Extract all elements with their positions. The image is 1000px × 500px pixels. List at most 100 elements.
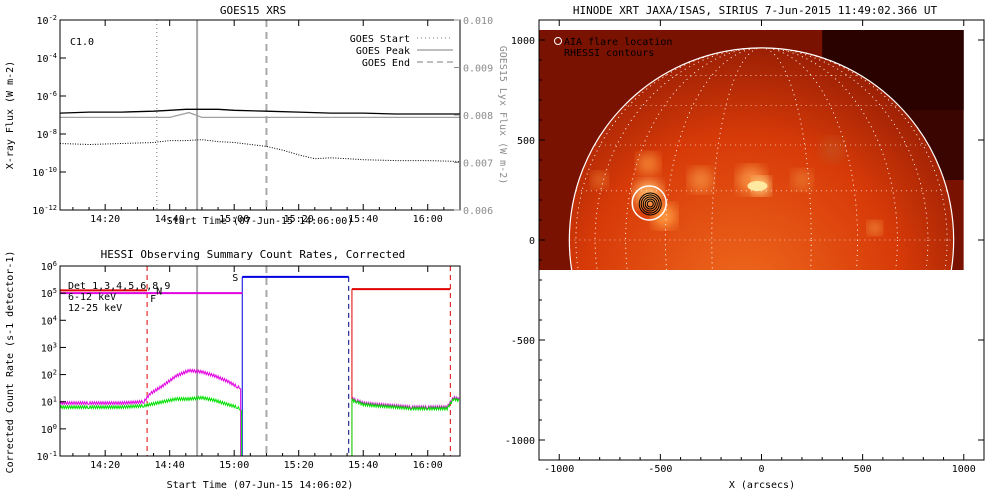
goes-y2tick-label: 0.009 [463, 64, 493, 75]
xrt-xtick-label: -1000 [544, 464, 574, 475]
hessi-panel: HESSI Observing Summary Count Rates, Cor… [5, 248, 461, 491]
xrt-panel: HINODE XRT JAXA/ISAS, SIRIUS 7-Jun-2015 … [505, 4, 985, 491]
hessi-xtick-label: 15:20 [284, 460, 314, 471]
xrt-xlabel: X (arcsecs) [729, 480, 795, 491]
hessi-ytick-label-exp: 1 [53, 396, 57, 404]
goes-ytick-label-exp: -10 [44, 166, 57, 174]
hessi-flag-s: S [232, 273, 238, 284]
xrt-ytick-label: -500 [511, 336, 535, 347]
goes-xtick-label: 14:20 [90, 214, 120, 225]
hessi-ytick-label: 102 [41, 369, 57, 382]
hessi-title: HESSI Observing Summary Count Rates, Cor… [101, 248, 406, 261]
hessi-ytick-label: 106 [41, 260, 57, 273]
xrt-legend-marker [554, 37, 562, 45]
xrt-legend-label: AIA flare location [564, 37, 672, 48]
hessi-series-3 [351, 396, 460, 412]
goes-ytick-label: 10-2 [37, 14, 57, 27]
xrt-ytick-label: -1000 [505, 436, 535, 447]
rhessi-contour [640, 194, 660, 214]
goes-ytick-label-exp: -4 [49, 52, 57, 60]
hessi-ytick-label-exp: 5 [53, 287, 57, 295]
goes-y2tick-label: 0.010 [463, 16, 493, 27]
goes-legend-label: GOES Peak [356, 46, 410, 57]
hessi-series-0 [59, 367, 241, 406]
goes-xtick-label: 15:40 [348, 214, 378, 225]
rhessi-contour [644, 198, 656, 210]
xrt-longitude-line [575, 47, 948, 270]
hessi-ytick-label: 104 [41, 314, 57, 327]
goes-ytick-label: 10-8 [37, 128, 57, 141]
hessi-ytick-label-exp: 0 [53, 423, 57, 431]
goes-ytick-label-base: 10 [37, 92, 49, 103]
hessi-ytick-label-exp: 4 [53, 314, 57, 322]
xrt-image-clipped [539, 30, 964, 270]
xrt-ytick-label: 1000 [511, 36, 535, 47]
goes-title: GOES15 XRS [220, 4, 286, 17]
hessi-ytick-label-exp: 6 [53, 260, 57, 268]
xrt-active-region [791, 169, 813, 191]
goes-series-1 [60, 111, 460, 119]
xrt-xtick-label: 500 [854, 464, 872, 475]
hessi-axes [59, 265, 461, 457]
rhessi-contour [642, 196, 658, 212]
xrt-image [539, 30, 964, 270]
goes-ytick-label-exp: -8 [49, 128, 57, 136]
goes-class-label: C1.0 [70, 37, 94, 48]
xrt-legend-label: RHESSI contours [564, 48, 654, 59]
xrt-active-region [820, 137, 845, 163]
hessi-ytick-label-base: 10 [41, 398, 53, 409]
xrt-ytick-label: 0 [529, 236, 535, 247]
hessi-xtick-label: 16:00 [413, 460, 443, 471]
hessi-ytick-label-base: 10 [41, 371, 53, 382]
goes-ytick-label-exp: -12 [44, 204, 57, 212]
hessi-flag-n: N [156, 286, 162, 297]
goes-ytick-label-base: 10 [37, 54, 49, 65]
xrt-xtick-label: -500 [648, 464, 672, 475]
hessi-ticks: 14:20 14:40 15:00 15:20 15:40 16:0010-1100101… [37, 260, 461, 471]
goes-y2tick-label: 0.008 [463, 111, 493, 122]
xrt-title: HINODE XRT JAXA/ISAS, SIRIUS 7-Jun-2015 … [573, 4, 938, 17]
goes-ytick-label: 10-4 [37, 52, 57, 65]
hessi-ytick-label-exp: -1 [49, 450, 57, 458]
goes-y2tick-label: 0.007 [463, 159, 493, 170]
goes-legend-label: GOES End [362, 58, 410, 69]
goes-ytick-label: 10-12 [32, 204, 57, 217]
goes-xlabel: Start Time (07-Jun-15 14:06:00) [167, 216, 354, 227]
xrt-limb [568, 47, 955, 270]
goes-ytick-label-exp: -2 [49, 14, 57, 22]
goes-ytick-label-exp: -6 [49, 90, 57, 98]
goes-series-2 [59, 139, 461, 162]
hessi-xtick-label: 14:20 [90, 460, 120, 471]
hessi-xlabel: Start Time (07-Jun-15 14:06:02) [167, 480, 354, 491]
goes-xtick-label: 15:20 [284, 214, 314, 225]
xrt-longitude-line [665, 47, 858, 270]
hessi-ytick-label: 10-1 [37, 450, 57, 463]
goes-legend-label: GOES Start [350, 34, 410, 45]
hessi-flag-f: F [150, 294, 156, 305]
hessi-ytick-label-base: 10 [41, 425, 53, 436]
hessi-ytick-label-base: 10 [41, 343, 53, 354]
hessi-ytick-label-base: 10 [41, 262, 53, 273]
hessi-ylabel: Corrected Count Rate (s-1 detector-1) [5, 251, 16, 474]
hessi-series-1 [59, 395, 241, 411]
hessi-ytick-label-base: 10 [41, 289, 53, 300]
hessi-legend-label: 6-12 keV [68, 292, 116, 303]
xrt-active-region [634, 179, 663, 209]
hessi-xtick-label: 14:40 [155, 460, 185, 471]
goes-panel: GOES15 XRS 14:20 14:40 15:00 15:20 15:40 16:0… [5, 4, 508, 227]
goes-ytick-label: 10-6 [37, 90, 57, 103]
hessi-ytick-label: 103 [41, 341, 57, 354]
xrt-active-region [591, 171, 608, 189]
goes-xtick-label: 15:00 [219, 214, 249, 225]
xrt-longitude-line [625, 47, 898, 270]
hessi-ytick-label-base: 10 [37, 452, 49, 463]
hessi-data [59, 266, 460, 456]
goes-ytick-label-base: 10 [37, 16, 49, 27]
hessi-xtick-label: 15:00 [219, 460, 249, 471]
rhessi-contour [646, 200, 654, 208]
hessi-ytick-label-exp: 2 [53, 369, 57, 377]
hessi-ytick-label-base: 10 [41, 316, 53, 327]
xrt-active-region [688, 167, 713, 193]
